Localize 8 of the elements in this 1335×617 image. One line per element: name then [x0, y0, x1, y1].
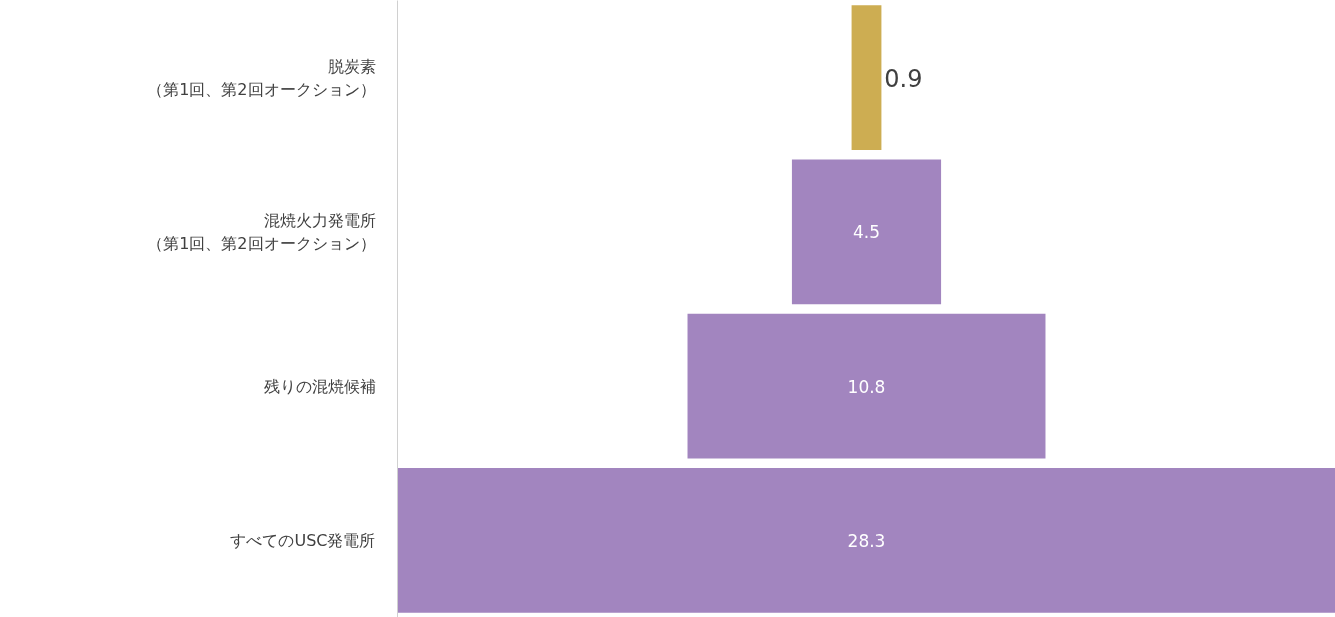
data-label: 0.9 [884, 64, 923, 93]
data-label: 28.3 [847, 530, 886, 551]
category-label: 脱炭素（第1回、第2回オークション） [147, 56, 376, 99]
data-label: 4.5 [852, 222, 881, 243]
category-label: すべてのUSC発電所 [230, 530, 376, 550]
category-label: 混焼火力発電所（第1回、第2回オークション） [147, 210, 376, 253]
data-label: 10.8 [847, 376, 886, 397]
category-label: 残りの混焼候補 [263, 376, 376, 396]
